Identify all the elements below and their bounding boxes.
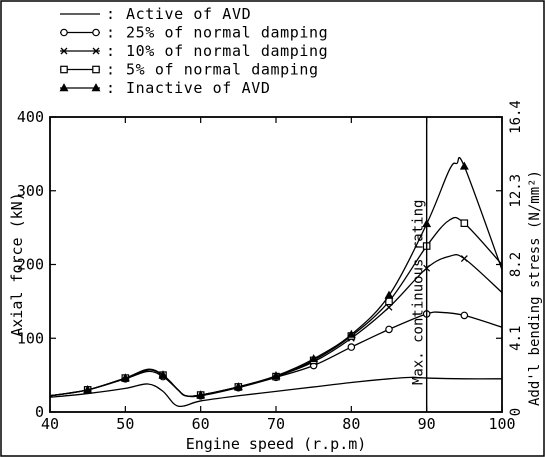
legend-colon: : [106, 61, 115, 79]
data-point-25-of-normal-damping-85 [386, 326, 392, 332]
legend-marker-right-5-of-normal-damping [93, 66, 99, 72]
legend-marker-left-25-of-normal-damping [61, 29, 67, 35]
x-tick-label-90: 90 [418, 415, 436, 433]
y2-axis-label: Add'l bending stress (N/mm²) [527, 170, 543, 406]
legend-label-10-of-normal-damping: 10% of normal damping [126, 42, 328, 60]
x-tick-label-80: 80 [342, 415, 360, 433]
legend-label-inactive-of-avd: Inactive of AVD [126, 79, 270, 97]
legend-label-5-of-normal-damping: 5% of normal damping [126, 61, 319, 79]
y-tick-label-0: 0 [35, 403, 44, 421]
legend-label-active-of-avd: Active of AVD [126, 5, 251, 23]
x-tick-label-100: 100 [488, 415, 515, 433]
y-tick-label-400: 400 [17, 108, 44, 126]
y2-tick-label-0: 0 [508, 408, 524, 416]
legend-colon: : [106, 5, 115, 23]
data-point-5-of-normal-damping-95 [461, 220, 467, 226]
max-continuous-rating-label: Max. continuous rating [411, 200, 427, 385]
legend-colon: : [106, 24, 115, 42]
legend-label-25-of-normal-damping: 25% of normal damping [126, 24, 328, 42]
legend-marker-right-25-of-normal-damping [93, 29, 99, 35]
x-axis-label: Engine speed (r.p.m) [186, 435, 367, 453]
x-tick-label-70: 70 [267, 415, 285, 433]
legend-colon: : [106, 79, 115, 97]
y2-tick-label-12-3: 12.3 [508, 174, 524, 208]
x-tick-label-50: 50 [116, 415, 134, 433]
y2-tick-label-8-2: 8.2 [508, 252, 524, 277]
x-tick-label-60: 60 [192, 415, 210, 433]
legend-colon: : [106, 42, 115, 60]
y2-tick-label-16-4: 16.4 [508, 100, 524, 134]
data-point-25-of-normal-damping-95 [461, 312, 467, 318]
legend-marker-left-5-of-normal-damping [61, 66, 67, 72]
data-point-25-of-normal-damping-80 [348, 344, 354, 350]
y-axis-label: Axial force (kN) [8, 192, 26, 337]
y2-tick-label-4-1: 4.1 [508, 326, 524, 351]
